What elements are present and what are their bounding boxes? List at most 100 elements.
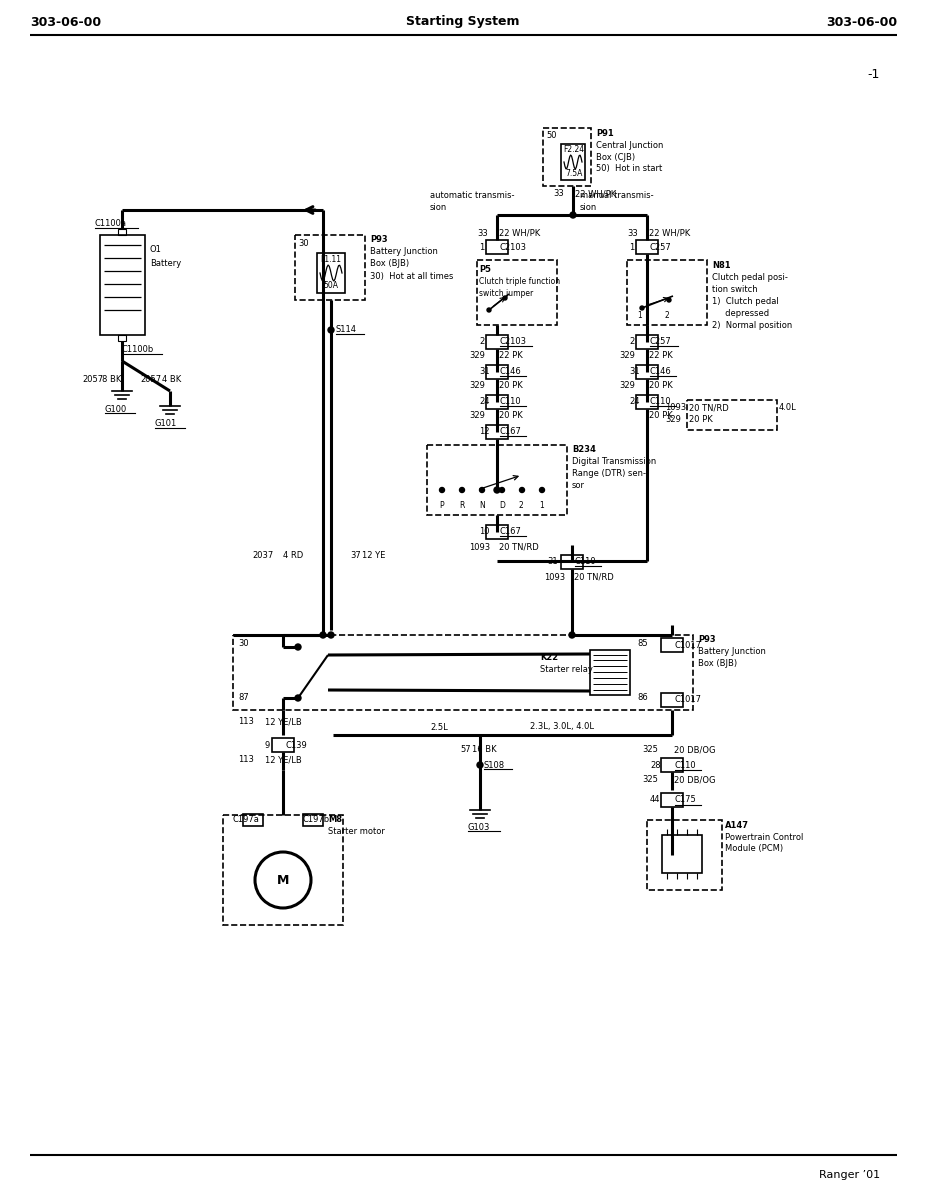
Text: C110: C110 xyxy=(650,397,672,407)
Text: C197a: C197a xyxy=(233,816,260,824)
Text: 2: 2 xyxy=(479,337,484,347)
Text: Central Junction: Central Junction xyxy=(596,140,664,150)
Text: 1: 1 xyxy=(479,242,484,252)
Text: P93: P93 xyxy=(370,235,387,245)
Text: 22 WH/PK: 22 WH/PK xyxy=(499,228,540,238)
Text: Box (CJB): Box (CJB) xyxy=(596,152,635,162)
Bar xyxy=(100,235,145,335)
Bar xyxy=(486,365,508,379)
Text: switch jumper: switch jumper xyxy=(479,288,533,298)
Text: 2037: 2037 xyxy=(252,551,273,559)
Bar xyxy=(636,365,658,379)
Bar xyxy=(118,335,126,341)
Bar xyxy=(427,445,567,515)
Text: C110: C110 xyxy=(500,397,522,407)
Text: 20 PK: 20 PK xyxy=(499,410,523,420)
Bar xyxy=(662,835,702,874)
Text: 1093: 1093 xyxy=(469,542,490,552)
Text: C110: C110 xyxy=(675,761,696,769)
Text: Battery Junction: Battery Junction xyxy=(370,247,438,257)
Text: C167: C167 xyxy=(500,528,522,536)
Text: 325: 325 xyxy=(642,745,658,755)
Text: R: R xyxy=(459,500,464,510)
Text: manual transmis-: manual transmis- xyxy=(580,191,654,199)
Text: C1100b: C1100b xyxy=(122,344,154,354)
Text: 33: 33 xyxy=(627,228,638,238)
Bar xyxy=(561,554,583,569)
Text: C1017: C1017 xyxy=(675,696,702,704)
Text: C2103: C2103 xyxy=(500,242,527,252)
Text: Starting System: Starting System xyxy=(406,16,520,29)
Bar xyxy=(303,814,323,826)
Text: 37: 37 xyxy=(350,551,361,559)
Text: 4 RD: 4 RD xyxy=(283,551,303,559)
Bar xyxy=(486,395,508,409)
Text: 10: 10 xyxy=(479,528,489,536)
Text: 50: 50 xyxy=(546,132,556,140)
Text: 1: 1 xyxy=(629,242,634,252)
Circle shape xyxy=(328,326,334,332)
Text: C1100a: C1100a xyxy=(95,218,127,228)
Text: 44: 44 xyxy=(650,796,661,804)
Text: N81: N81 xyxy=(712,260,730,270)
Text: M8: M8 xyxy=(328,816,342,824)
Text: G103: G103 xyxy=(468,822,490,832)
Bar xyxy=(636,395,658,409)
Text: 30: 30 xyxy=(298,239,309,247)
Bar xyxy=(661,793,683,806)
Text: C167: C167 xyxy=(500,427,522,437)
Text: Module (PCM): Module (PCM) xyxy=(725,845,783,853)
Circle shape xyxy=(667,298,671,302)
Text: 12 YE/LB: 12 YE/LB xyxy=(265,756,302,764)
Text: S114: S114 xyxy=(336,325,357,335)
Text: depressed: depressed xyxy=(712,310,769,318)
Bar xyxy=(590,650,630,695)
Text: 20 PK: 20 PK xyxy=(499,380,523,390)
Text: 20 TN/RD: 20 TN/RD xyxy=(574,572,614,582)
Text: 2: 2 xyxy=(665,311,669,319)
Text: tion switch: tion switch xyxy=(712,284,757,294)
Text: 1: 1 xyxy=(539,500,544,510)
Bar xyxy=(486,526,508,539)
Text: C2103: C2103 xyxy=(500,337,527,347)
Text: 24: 24 xyxy=(629,397,640,407)
Text: 22 WH/PK: 22 WH/PK xyxy=(649,228,691,238)
Text: 31: 31 xyxy=(547,558,558,566)
Text: Box (BJB): Box (BJB) xyxy=(370,259,409,269)
Text: 329: 329 xyxy=(619,350,635,360)
Text: C146: C146 xyxy=(500,367,522,377)
Text: D: D xyxy=(499,500,505,510)
Circle shape xyxy=(320,632,326,638)
Text: Digital Transmission: Digital Transmission xyxy=(572,457,656,467)
Text: 20 DB/OG: 20 DB/OG xyxy=(674,775,716,785)
Bar xyxy=(661,758,683,772)
Text: A147: A147 xyxy=(725,821,749,829)
Text: 113: 113 xyxy=(238,756,254,764)
Circle shape xyxy=(503,296,507,300)
Text: 50)  Hot in start: 50) Hot in start xyxy=(596,164,662,174)
Bar xyxy=(272,738,294,752)
Bar xyxy=(647,820,722,890)
Text: K22: K22 xyxy=(540,654,558,662)
Text: C146: C146 xyxy=(650,367,672,377)
Text: Ranger ’01: Ranger ’01 xyxy=(819,1170,880,1180)
Circle shape xyxy=(494,487,500,493)
Circle shape xyxy=(519,487,525,492)
Text: C175: C175 xyxy=(675,796,697,804)
Text: 16 BK: 16 BK xyxy=(472,745,497,755)
Text: C110: C110 xyxy=(575,558,597,566)
Text: P93: P93 xyxy=(698,636,716,644)
Text: 28: 28 xyxy=(650,761,661,769)
Text: 20 PK: 20 PK xyxy=(649,410,673,420)
Bar xyxy=(118,229,126,235)
Bar xyxy=(687,400,777,430)
Text: 31: 31 xyxy=(629,367,640,377)
Bar xyxy=(233,635,693,710)
Text: P: P xyxy=(439,500,444,510)
Text: 1: 1 xyxy=(637,311,641,319)
Bar xyxy=(295,235,365,300)
Text: 86: 86 xyxy=(637,692,648,702)
Bar xyxy=(223,815,343,925)
Text: P91: P91 xyxy=(596,128,614,138)
Text: C257: C257 xyxy=(650,242,672,252)
